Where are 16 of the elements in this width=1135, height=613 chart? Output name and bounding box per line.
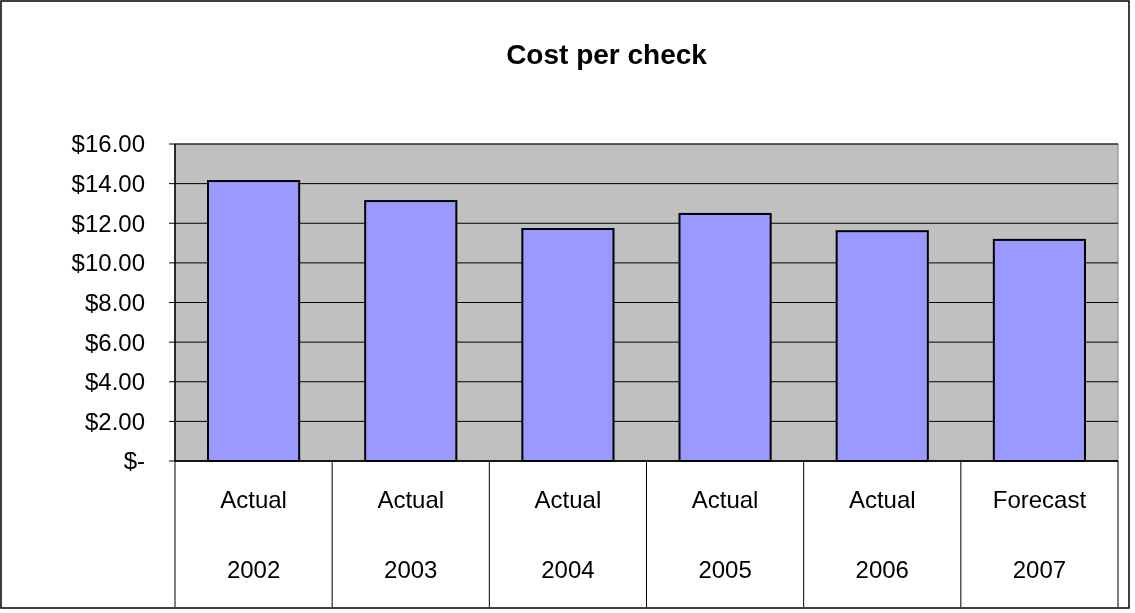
category-label: Forecast 2007: [992, 486, 1087, 583]
category-label: Actual 2004: [534, 486, 602, 583]
chart-title: Cost per check: [506, 39, 708, 70]
category-label: Actual 2005: [691, 486, 759, 583]
y-tick-label: $10.00: [71, 249, 145, 277]
y-tick-label: $6.00: [84, 328, 145, 356]
category-label: Actual 2003: [377, 486, 445, 583]
y-tick-label: $12.00: [71, 209, 145, 237]
category-label: Actual 2006: [848, 486, 916, 583]
y-tick-label: $2.00: [84, 407, 145, 435]
category-label: Actual 2002: [220, 486, 287, 583]
y-tick-label: $8.00: [84, 288, 145, 316]
y-tick-label: $14.00: [71, 170, 145, 198]
y-tick-label: $16.00: [71, 130, 145, 158]
y-tick-label: $4.00: [84, 368, 145, 396]
y-tick-label: $-: [123, 447, 145, 475]
